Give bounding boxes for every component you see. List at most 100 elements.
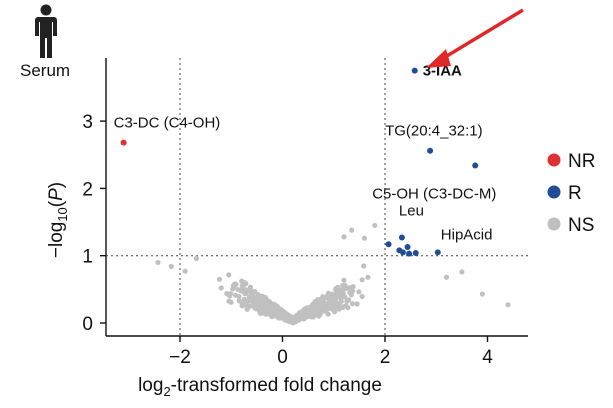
ns-point	[329, 304, 335, 310]
ns-point	[239, 283, 245, 289]
ns-point	[359, 293, 365, 300]
ns-point	[344, 298, 350, 304]
threshold-lines	[106, 58, 528, 336]
highlight-arrow	[426, 8, 524, 68]
ns-point	[243, 280, 249, 287]
legend: NR R NS	[547, 151, 595, 236]
ns-point	[275, 311, 282, 317]
ns-point	[252, 297, 258, 303]
ns-point	[258, 309, 264, 315]
ns-point	[224, 291, 230, 297]
annotation-label: Leu	[399, 203, 424, 220]
ns-point	[168, 263, 174, 270]
data-point-r	[472, 162, 479, 169]
ns-point	[239, 300, 245, 307]
ns-point	[248, 288, 254, 294]
ns-point	[228, 299, 234, 305]
data-point-r	[396, 247, 403, 254]
ns-point	[246, 294, 252, 300]
legend-marker-ns	[547, 217, 561, 231]
ns-point	[218, 285, 224, 291]
ns-point	[286, 313, 292, 319]
x-tick-label: −2	[169, 347, 191, 368]
ns-point	[242, 290, 249, 296]
ns-point	[505, 302, 511, 308]
ns-point	[340, 282, 346, 289]
legend-marker-nr	[547, 153, 561, 167]
ns-point	[304, 311, 310, 317]
ns-point	[270, 306, 276, 312]
x-tick-label: 0	[277, 347, 288, 368]
ns-point	[341, 277, 347, 283]
data-point-r	[385, 241, 392, 248]
ns-point	[266, 304, 272, 310]
significant-points	[120, 67, 479, 257]
ns-point	[336, 306, 342, 312]
ns-point	[316, 313, 322, 319]
annotation-label: TG(20:4_32:1)	[385, 123, 483, 140]
ns-point	[248, 303, 254, 309]
ns-point	[262, 306, 268, 312]
ns-point	[266, 308, 272, 314]
panel-label: Serum	[20, 61, 70, 80]
ns-point	[325, 293, 331, 299]
ns-point	[350, 288, 356, 294]
y-axis-title: −log10(P)	[46, 182, 70, 258]
ns-point	[341, 234, 347, 240]
x-tick-label: 2	[380, 347, 391, 368]
ns-points	[155, 222, 511, 326]
ns-point	[312, 303, 318, 309]
ns-point	[182, 268, 188, 274]
ns-point	[262, 296, 268, 302]
legend-label-r: R	[568, 183, 582, 204]
data-point-r	[404, 243, 411, 250]
ns-point	[343, 303, 349, 309]
ns-point	[332, 293, 338, 299]
ns-point	[338, 298, 344, 304]
annotation-label: C5-OH (C3-DC-M)	[372, 186, 496, 203]
data-point-r	[427, 147, 434, 154]
x-axis-title: log2-transformed fold change	[138, 375, 382, 399]
ns-point	[193, 255, 199, 261]
ns-point	[291, 315, 297, 321]
ns-point	[232, 292, 238, 298]
y-ticks: 0 1 2 3	[82, 112, 106, 335]
ns-point	[344, 285, 350, 291]
ns-point	[328, 300, 334, 306]
data-point-r	[398, 234, 405, 241]
ns-point	[334, 286, 340, 293]
ns-point	[459, 269, 465, 275]
ns-point	[216, 276, 223, 282]
x-ticks: −2 0 2 4	[169, 336, 493, 368]
ns-point	[265, 300, 271, 306]
data-point-r	[434, 249, 441, 256]
ns-point	[316, 303, 323, 309]
ns-point	[239, 278, 245, 284]
ns-point	[308, 314, 314, 320]
y-tick-label: 2	[82, 179, 93, 200]
ns-point	[298, 314, 304, 320]
person-icon	[35, 4, 57, 58]
annotation-label: HipAcid	[441, 226, 493, 243]
ns-point	[372, 222, 378, 229]
ns-point	[342, 294, 348, 300]
annotation-label: C3-DC (C4-OH)	[114, 115, 221, 132]
ns-point	[361, 235, 368, 241]
ns-point	[349, 301, 355, 307]
ns-point	[325, 311, 331, 317]
ns-point	[443, 274, 450, 280]
legend-label-nr: NR	[568, 151, 595, 172]
ns-point	[228, 291, 234, 297]
ns-point	[320, 296, 327, 302]
y-tick-label: 3	[82, 112, 93, 133]
ns-point	[333, 299, 339, 305]
ns-point	[231, 283, 237, 289]
ns-point	[354, 301, 360, 307]
ns-point	[479, 291, 485, 297]
ns-point	[270, 301, 276, 307]
y-tick-label: 1	[82, 247, 93, 268]
ns-point	[238, 287, 244, 293]
ns-point	[253, 306, 259, 312]
